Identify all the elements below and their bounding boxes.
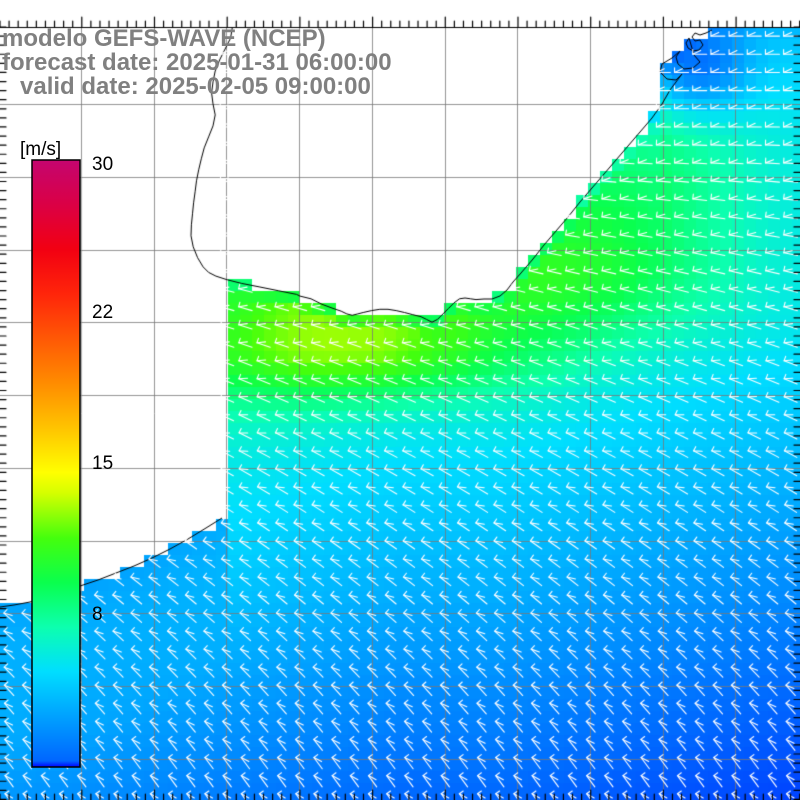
svg-text:22: 22 (92, 302, 113, 323)
svg-text:[m/s]: [m/s] (20, 139, 61, 160)
svg-text:15: 15 (92, 453, 113, 474)
svg-text:forecast date: 2025-01-31 06:0: forecast date: 2025-01-31 06:00:00 (2, 49, 392, 76)
svg-text:modelo GEFS-WAVE (NCEP): modelo GEFS-WAVE (NCEP) (2, 25, 326, 52)
svg-text:valid date: 2025-02-05 09:00:0: valid date: 2025-02-05 09:00:00 (20, 73, 371, 100)
svg-text:30: 30 (92, 154, 113, 175)
svg-text:8: 8 (92, 604, 103, 625)
